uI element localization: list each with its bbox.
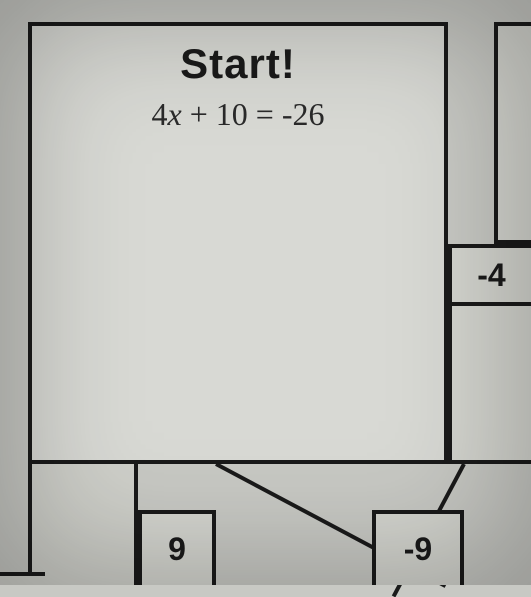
right-lower-box xyxy=(448,306,531,464)
answer-cell-neg9: -9 xyxy=(372,510,464,585)
eq-op1: + xyxy=(182,96,216,132)
right-partial-box xyxy=(494,22,531,244)
answer-neg4-label: -4 xyxy=(477,257,505,294)
answer-cell-9: 9 xyxy=(138,510,216,585)
eq-coeff: 4 xyxy=(152,96,168,132)
bottom-strip xyxy=(0,572,45,585)
bottom-left-path xyxy=(28,464,138,585)
answer-neg9-label: -9 xyxy=(404,531,432,568)
eq-rhs: -26 xyxy=(282,96,325,132)
answer-9-label: 9 xyxy=(168,531,186,568)
eq-eq: = xyxy=(248,96,282,132)
answer-cell-neg4: -4 xyxy=(448,244,531,306)
start-title: Start! xyxy=(32,40,444,88)
equation: 4x + 10 = -26 xyxy=(32,96,444,133)
eq-const1: 10 xyxy=(216,96,248,132)
start-box: Start! 4x + 10 = -26 xyxy=(28,22,448,464)
eq-var: x xyxy=(168,96,182,132)
